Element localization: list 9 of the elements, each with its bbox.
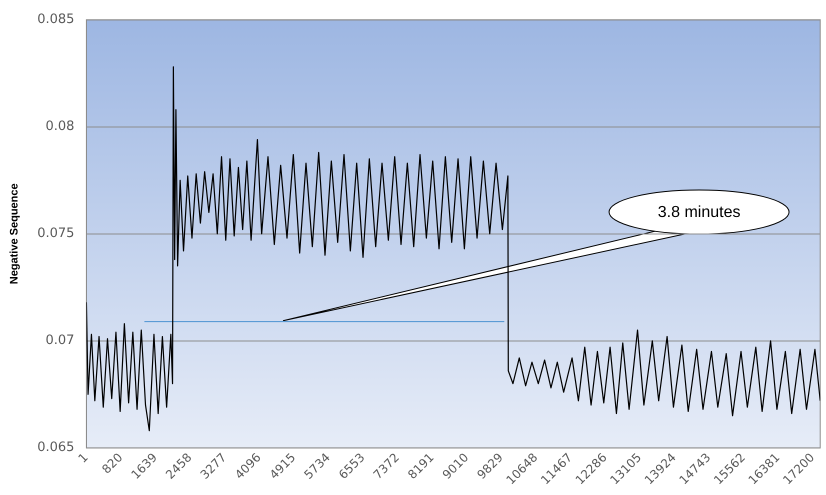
x-tick-label: 1: [75, 450, 91, 466]
y-axis-title: Negative Sequence: [8, 183, 21, 284]
y-tick-label: 0.08: [45, 119, 74, 134]
y-tick-label: 0.07: [45, 333, 74, 348]
y-tick-label: 0.085: [37, 12, 74, 28]
y-tick-label: 0.065: [37, 440, 74, 456]
annotation: 3.8 minutes: [658, 204, 740, 221]
y-tick-label: 0.075: [37, 226, 74, 242]
x-tick-label: 820: [99, 450, 126, 476]
